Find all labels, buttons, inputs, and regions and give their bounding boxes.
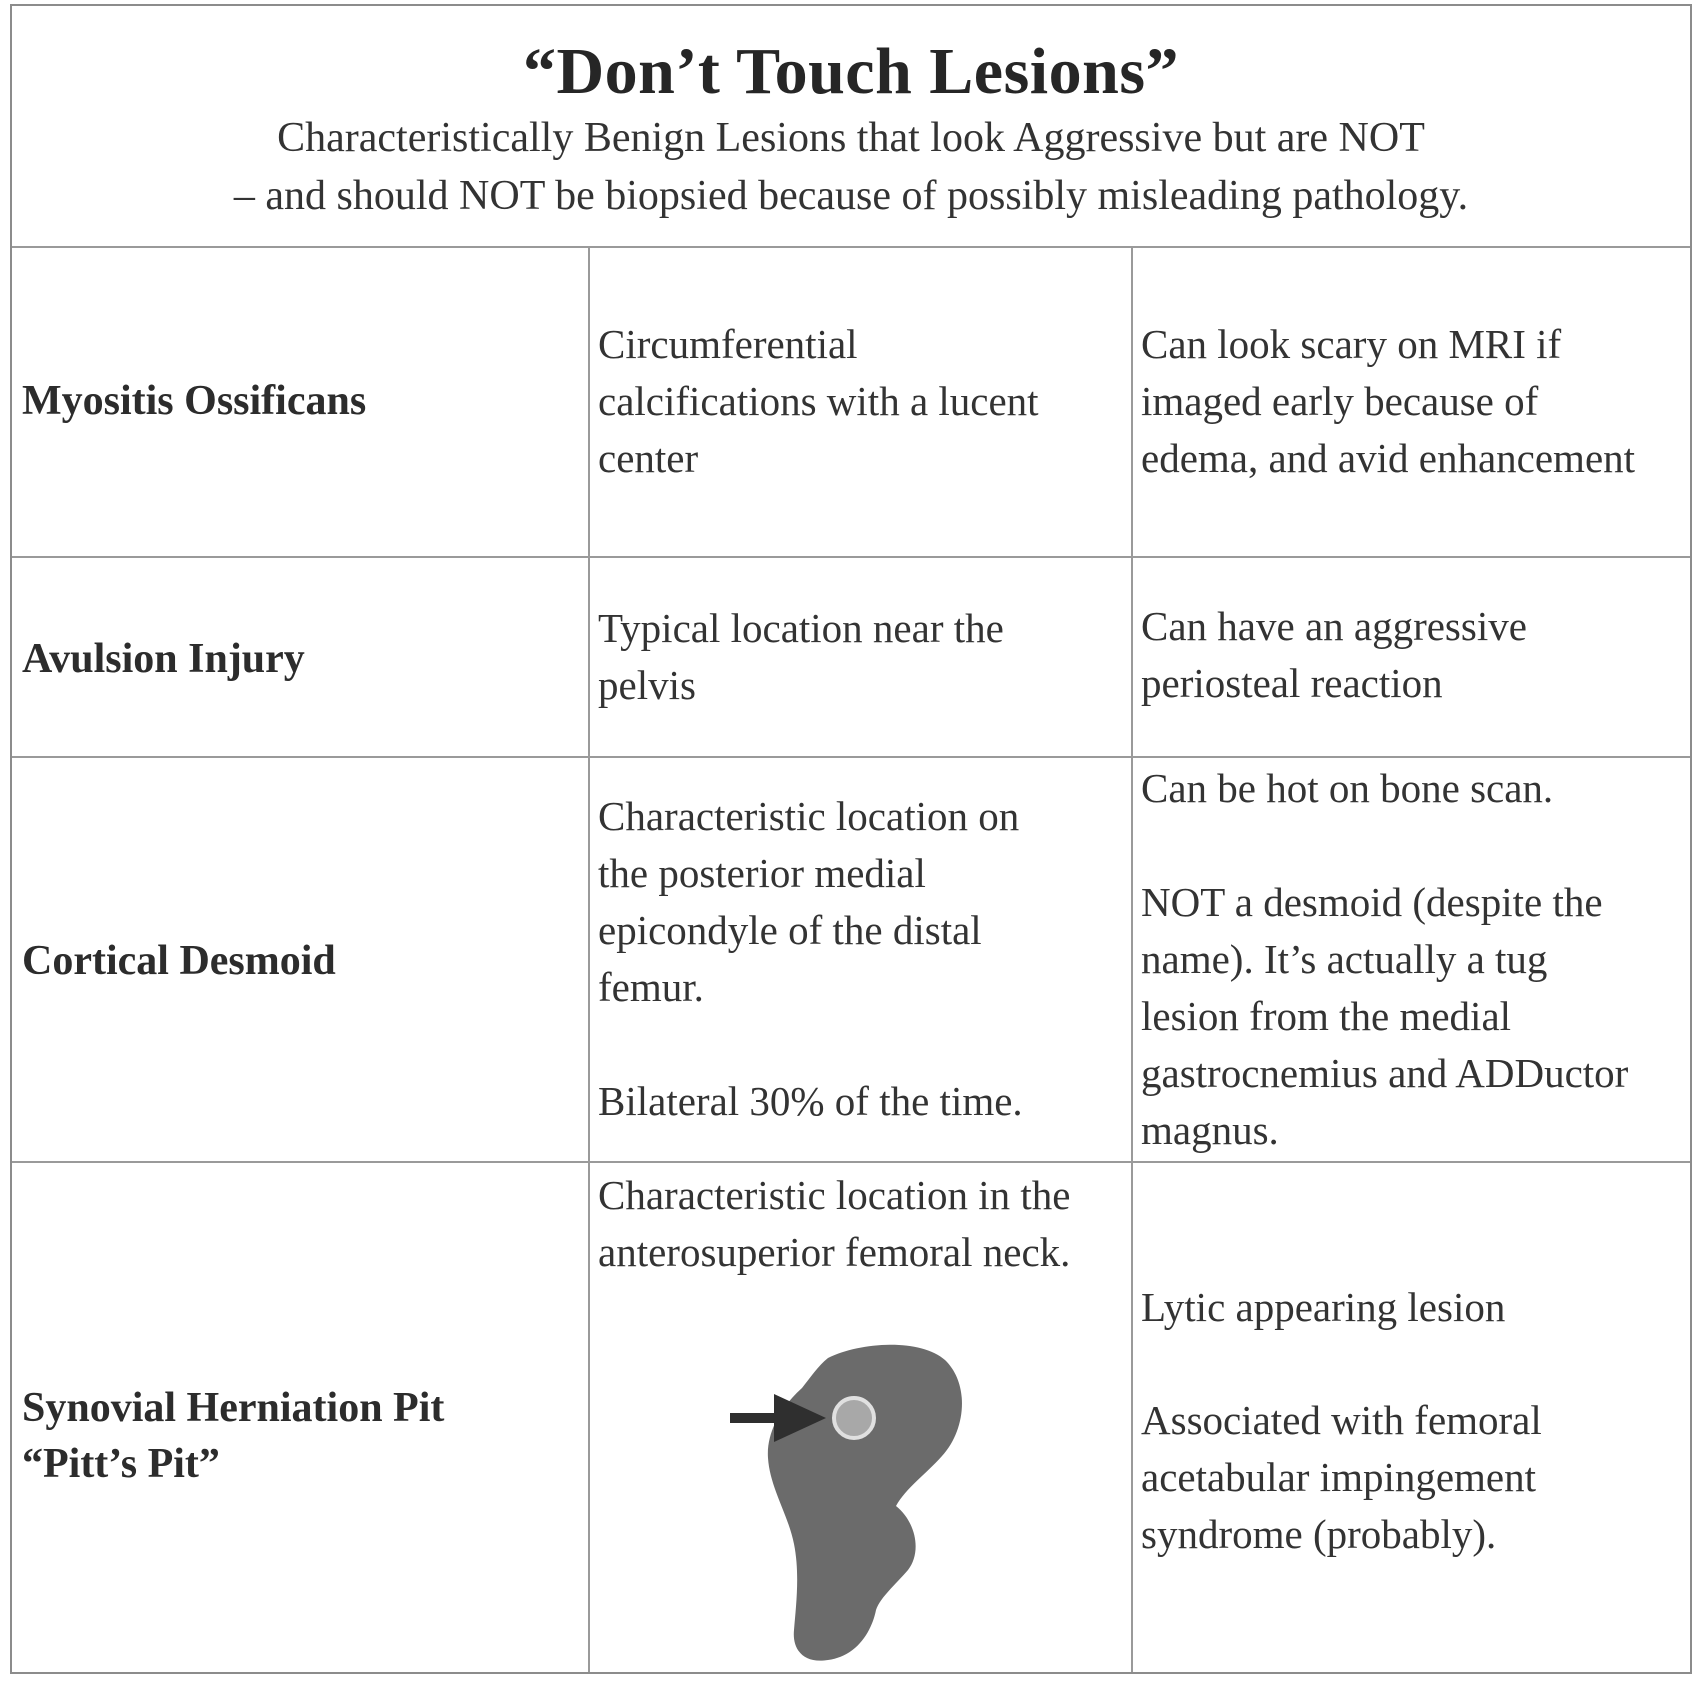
description-cell: Typical location near the pelvis	[590, 558, 1133, 756]
lesion-name: Synovial Herniation Pit	[22, 1385, 445, 1431]
table-row-myositis-ossificans: Myositis Ossificans Circumferential calc…	[12, 246, 1690, 558]
notes-line: periosteal reaction	[1141, 660, 1443, 706]
lesion-name: Cortical Desmoid	[22, 938, 336, 984]
notes-line: edema, and avid enhancement	[1141, 435, 1636, 481]
description-line: the posterior medial	[598, 850, 926, 896]
femur-shape	[767, 1344, 962, 1661]
notes-line: Can have an aggressive	[1141, 603, 1527, 649]
notes-line: Associated with femoral	[1141, 1397, 1542, 1443]
femur-diagram-icon	[730, 1344, 962, 1661]
notes-line: Can look scary on MRI if	[1141, 321, 1562, 367]
description-cell: Characteristic location on the posterior…	[590, 758, 1133, 1161]
description-line: anterosuperior femoral neck.	[598, 1229, 1071, 1275]
description-line: Characteristic location in the	[598, 1172, 1071, 1218]
subtitle-line-2: – and should NOT be biopsied because of …	[233, 173, 1469, 219]
notes-line: NOT a desmoid (despite the	[1141, 879, 1603, 925]
subtitle-line-1: Characteristically Benign Lesions that l…	[277, 115, 1425, 161]
notes-cell: Can be hot on bone scan. NOT a desmoid (…	[1133, 758, 1690, 1161]
notes-line: Lytic appearing lesion	[1141, 1284, 1506, 1330]
lesion-name-cell: Cortical Desmoid	[12, 758, 590, 1161]
arrow-right-icon	[730, 1394, 826, 1442]
description-line: center	[598, 435, 699, 481]
notes-line: acetabular impingement	[1141, 1454, 1537, 1500]
description-line: Bilateral 30% of the time.	[598, 1078, 1023, 1124]
notes-cell: Can have an aggressive periosteal reacti…	[1133, 558, 1690, 756]
lesion-name-alt: “Pitt’s Pit”	[22, 1441, 220, 1487]
lesion-table: “Don’t Touch Lesions” Characteristically…	[10, 4, 1692, 1674]
notes-line: Can be hot on bone scan.	[1141, 765, 1554, 811]
description-line: Circumferential	[598, 321, 858, 367]
page-title: “Don’t Touch Lesions”	[522, 35, 1180, 108]
lesion-name-cell: Myositis Ossificans	[12, 246, 590, 556]
table-row-synovial-herniation-pit: Synovial Herniation Pit “Pitt’s Pit” Cha…	[12, 1163, 1690, 1672]
table-row-cortical-desmoid: Cortical Desmoid Characteristic location…	[12, 758, 1690, 1163]
description-line: pelvis	[598, 662, 696, 708]
table-row-avulsion-injury: Avulsion Injury Typical location near th…	[12, 558, 1690, 758]
lesion-name: Avulsion Injury	[22, 636, 305, 682]
description-line: femur.	[598, 964, 704, 1010]
notes-line: gastrocnemius and ADDuctor	[1141, 1050, 1629, 1096]
notes-cell: Can look scary on MRI if imaged early be…	[1133, 246, 1690, 556]
notes-line: lesion from the medial	[1141, 993, 1512, 1039]
description-cell: Characteristic location in the anterosup…	[590, 1163, 1133, 1672]
lesion-name: Myositis Ossificans	[22, 378, 367, 424]
description-line: Characteristic location on	[598, 793, 1020, 839]
notes-cell: Lytic appearing lesion Associated with f…	[1133, 1163, 1690, 1672]
description-line: calcifications with a lucent	[598, 378, 1039, 424]
herniation-pit-marker	[832, 1396, 876, 1440]
notes-line: syndrome (probably).	[1141, 1511, 1497, 1557]
lesion-name-cell: Synovial Herniation Pit “Pitt’s Pit”	[12, 1163, 590, 1672]
description-line: Typical location near the	[598, 605, 1004, 651]
description-cell: Circumferential calcifications with a lu…	[590, 246, 1133, 556]
description-line: epicondyle of the distal	[598, 907, 982, 953]
lesion-name-cell: Avulsion Injury	[12, 558, 590, 756]
notes-line: imaged early because of	[1141, 378, 1539, 424]
notes-line: name). It’s actually a tug	[1141, 936, 1548, 982]
notes-line: magnus.	[1141, 1107, 1279, 1153]
table-header: “Don’t Touch Lesions” Characteristically…	[12, 6, 1690, 248]
